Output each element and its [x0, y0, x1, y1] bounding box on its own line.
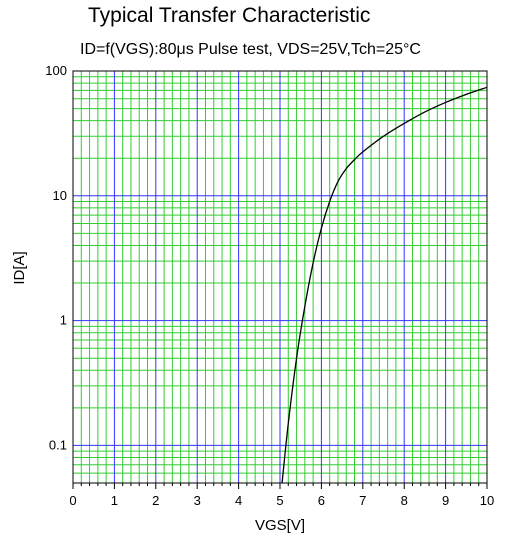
major-grid — [73, 71, 487, 483]
chart-subtitle: ID=f(VGS):80μs Pulse test, VDS=25V,Tch=2… — [80, 41, 421, 58]
x-tick-label: 6 — [318, 493, 325, 508]
x-tick-label: 5 — [276, 493, 283, 508]
x-tick-label: 7 — [359, 493, 366, 508]
plot-frame — [72, 70, 488, 484]
x-tick-label: 1 — [111, 493, 118, 508]
y-axis-label: ID[A] — [11, 251, 28, 284]
x-tick-label: 0 — [69, 493, 76, 508]
series-line — [281, 86, 488, 484]
ticks — [72, 483, 488, 489]
x-axis-label: VGS[V] — [255, 517, 305, 534]
x-tick-label: 2 — [152, 493, 159, 508]
y-tick-label: 10 — [53, 188, 67, 203]
tick-labels: 0 1 2 3 4 5 6 7 8 9 10 0.1 1 10 100 — [45, 63, 494, 508]
series-layer — [281, 86, 488, 484]
chart-title: Typical Transfer Characteristic — [88, 4, 371, 27]
y-tick-label: 0.1 — [49, 437, 67, 452]
x-tick-label: 10 — [480, 493, 494, 508]
x-tick-label: 3 — [194, 493, 201, 508]
y-tick-label: 1 — [60, 313, 67, 328]
x-tick-label: 8 — [401, 493, 408, 508]
x-tick-label: 9 — [442, 493, 449, 508]
y-tick-label: 100 — [45, 63, 67, 78]
x-tick-label: 4 — [235, 493, 242, 508]
